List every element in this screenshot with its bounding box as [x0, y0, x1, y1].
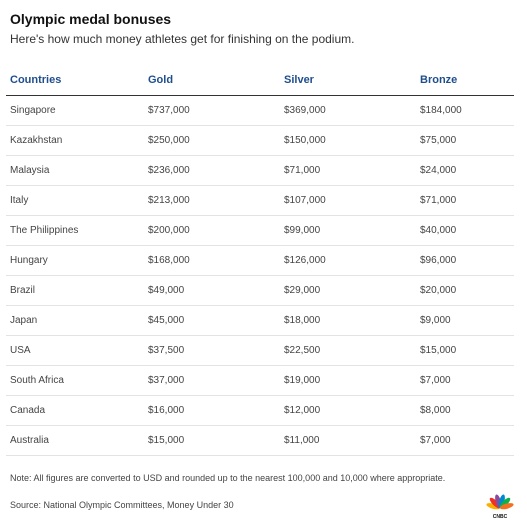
column-header-gold: Gold [144, 65, 280, 96]
table-row: Hungary $168,000 $126,000 $96,000 [6, 245, 514, 276]
country-cell: Singapore [6, 95, 144, 126]
table-row: The Philippines $200,000 $99,000 $40,000 [6, 215, 514, 246]
gold-cell: $200,000 [144, 215, 280, 246]
bronze-cell: $40,000 [416, 215, 514, 246]
column-header-countries: Countries [6, 65, 144, 96]
medal-bonus-table: Countries Gold Silver Bronze Singapore $7… [6, 65, 514, 456]
gold-cell: $737,000 [144, 95, 280, 126]
table-body: Singapore $737,000 $369,000 $184,000 Kazakhs… [6, 95, 514, 456]
gold-cell: $250,000 [144, 125, 280, 156]
logo-feather [499, 503, 514, 510]
bronze-cell: $9,000 [416, 305, 514, 336]
country-cell: Brazil [6, 275, 144, 306]
silver-cell: $369,000 [280, 95, 416, 126]
footnote: Note: All figures are converted to USD a… [10, 473, 446, 483]
silver-cell: $22,500 [280, 335, 416, 366]
bronze-cell: $75,000 [416, 125, 514, 156]
gold-cell: $236,000 [144, 155, 280, 186]
table-row: Singapore $737,000 $369,000 $184,000 [6, 95, 514, 126]
table-row: USA $37,500 $22,500 $15,000 [6, 335, 514, 366]
country-cell: Italy [6, 185, 144, 216]
country-cell: Australia [6, 425, 144, 456]
table-row: Kazakhstan $250,000 $150,000 $75,000 [6, 125, 514, 156]
logo-wordmark: CNBC [493, 514, 508, 519]
table-row: South Africa $37,000 $19,000 $7,000 [6, 365, 514, 396]
source-line: Source: National Olympic Committees, Mon… [10, 500, 234, 510]
silver-cell: $11,000 [280, 425, 416, 456]
table-row: Canada $16,000 $12,000 $8,000 [6, 395, 514, 426]
gold-cell: $168,000 [144, 245, 280, 276]
gold-cell: $37,500 [144, 335, 280, 366]
country-cell: Malaysia [6, 155, 144, 186]
bronze-cell: $96,000 [416, 245, 514, 276]
gold-cell: $213,000 [144, 185, 280, 216]
country-cell: USA [6, 335, 144, 366]
silver-cell: $107,000 [280, 185, 416, 216]
country-cell: Kazakhstan [6, 125, 144, 156]
bronze-cell: $20,000 [416, 275, 514, 306]
table-row: Japan $45,000 $18,000 $9,000 [6, 305, 514, 336]
silver-cell: $29,000 [280, 275, 416, 306]
bronze-cell: $15,000 [416, 335, 514, 366]
gold-cell: $37,000 [144, 365, 280, 396]
gold-cell: $49,000 [144, 275, 280, 306]
logo-feather [486, 503, 501, 510]
bronze-cell: $7,000 [416, 365, 514, 396]
country-cell: Canada [6, 395, 144, 426]
country-cell: Hungary [6, 245, 144, 276]
bronze-cell: $7,000 [416, 425, 514, 456]
table-row: Brazil $49,000 $29,000 $20,000 [6, 275, 514, 306]
gold-cell: $45,000 [144, 305, 280, 336]
silver-cell: $19,000 [280, 365, 416, 396]
column-header-bronze: Bronze [416, 65, 514, 96]
country-cell: Japan [6, 305, 144, 336]
column-header-silver: Silver [280, 65, 416, 96]
silver-cell: $150,000 [280, 125, 416, 156]
bronze-cell: $71,000 [416, 185, 514, 216]
silver-cell: $12,000 [280, 395, 416, 426]
silver-cell: $99,000 [280, 215, 416, 246]
peacock-feathers-icon [486, 494, 514, 510]
bronze-cell: $184,000 [416, 95, 514, 126]
silver-cell: $71,000 [280, 155, 416, 186]
bronze-cell: $8,000 [416, 395, 514, 426]
table-row: Italy $213,000 $107,000 $71,000 [6, 185, 514, 216]
cnbc-logo: CNBC [486, 494, 514, 519]
table-row: Malaysia $236,000 $71,000 $24,000 [6, 155, 514, 186]
chart-title: Olympic medal bonuses [10, 11, 172, 27]
bronze-cell: $24,000 [416, 155, 514, 186]
gold-cell: $15,000 [144, 425, 280, 456]
table-header-row: Countries Gold Silver Bronze [6, 65, 514, 96]
logo-feather [498, 494, 505, 509]
table-row: Australia $15,000 $11,000 $7,000 [6, 425, 514, 456]
country-cell: South Africa [6, 365, 144, 396]
country-cell: The Philippines [6, 215, 144, 246]
gold-cell: $16,000 [144, 395, 280, 426]
chart-subtitle: Here's how much money athletes get for f… [10, 32, 355, 46]
silver-cell: $126,000 [280, 245, 416, 276]
silver-cell: $18,000 [280, 305, 416, 336]
